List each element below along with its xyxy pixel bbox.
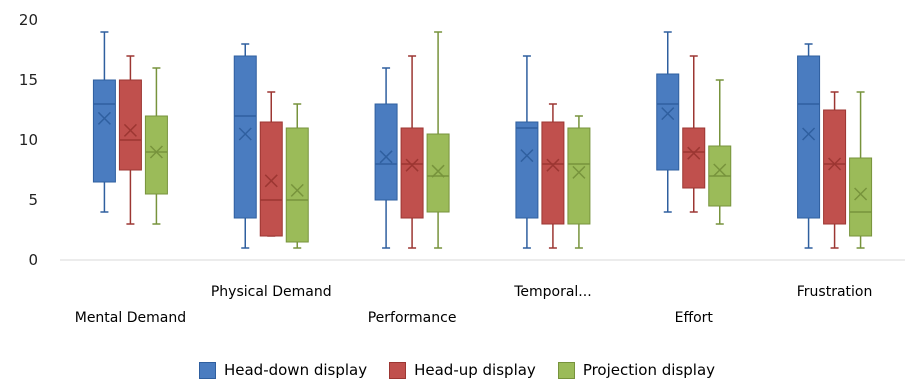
mean-marker [828,157,842,171]
box-head-up-displaycat-2 [400,55,424,249]
legend-swatch [198,361,216,379]
mean-marker [238,127,252,141]
box-head-up-displaycat-3 [541,103,565,249]
box-projection-displaycat-2 [426,31,450,249]
box-layer [92,31,873,249]
mean-marker [520,149,534,163]
mean-marker [687,146,701,160]
mean-marker [149,145,163,159]
mean-marker [264,174,278,188]
legend-label: Head-up display [414,361,536,379]
mean-marker [546,158,560,172]
box-body [797,55,821,219]
mean-marker [431,164,445,178]
box-head-up-displaycat-1 [259,91,283,237]
box-head-down-displaycat-1 [233,43,257,249]
box-plot-chart: 0 5 10 15 20 Mental Demand Physical Demand Per… [19,11,905,326]
y-tick-label: 15 [19,71,38,89]
legend-item: Projection display [557,361,716,379]
mean-marker [97,111,111,125]
box-body [682,127,706,189]
legend-swatch [389,361,407,379]
box-body [541,121,565,225]
category-label: Physical Demand [211,284,332,300]
box-body [92,79,116,183]
legend-item: Head-up display [389,361,536,379]
category-label: Mental Demand [75,310,186,326]
legend: Head-down display Head-up display Projecti… [0,355,914,385]
box-body [656,73,680,171]
box-body [849,157,873,237]
mean-marker [379,150,393,164]
axis-layer: 0 5 10 15 20 [19,11,905,269]
box-body [285,127,309,243]
legend-swatch [557,361,575,379]
box-projection-displaycat-1 [285,103,309,249]
mean-marker [572,165,586,179]
box-head-up-displaycat-0 [118,55,142,225]
box-body [144,115,168,195]
box-head-down-displaycat-4 [656,31,680,213]
box-body [118,79,142,171]
mean-marker [802,127,816,141]
label-layer: Mental Demand Physical Demand Performance T… [75,284,873,326]
box-body [233,55,257,219]
category-label: Effort [675,310,714,326]
box-projection-displaycat-5 [849,91,873,249]
box-body [567,127,591,225]
mean-marker [290,183,304,197]
box-body [374,103,398,201]
legend-label: Projection display [582,361,716,379]
box-head-down-displaycat-0 [92,31,116,213]
y-tick-label: 5 [28,191,38,209]
mean-marker [123,123,137,137]
mean-marker [661,107,675,121]
mean-marker [854,187,868,201]
box-body [823,109,847,225]
box-body [259,121,283,237]
category-label: Performance [368,310,457,326]
box-projection-displaycat-3 [567,115,591,249]
category-label: Frustration [797,284,873,300]
box-head-up-displaycat-4 [682,55,706,213]
box-projection-displaycat-4 [708,79,732,225]
legend-item: Head-down display [198,361,368,379]
mean-marker [713,163,727,177]
box-body [400,127,424,219]
mean-marker [405,158,419,172]
box-head-up-displaycat-5 [823,91,847,249]
category-label: Temporal... [513,284,591,300]
box-projection-displaycat-0 [144,67,168,225]
box-head-down-displaycat-5 [797,43,821,249]
legend-label: Head-down display [223,361,368,379]
y-tick-label: 0 [28,251,38,269]
y-tick-label: 20 [19,11,38,29]
y-tick-label: 10 [19,131,38,149]
box-body [515,121,539,219]
box-head-down-displaycat-2 [374,67,398,249]
box-body [426,133,450,213]
box-head-down-displaycat-3 [515,55,539,249]
